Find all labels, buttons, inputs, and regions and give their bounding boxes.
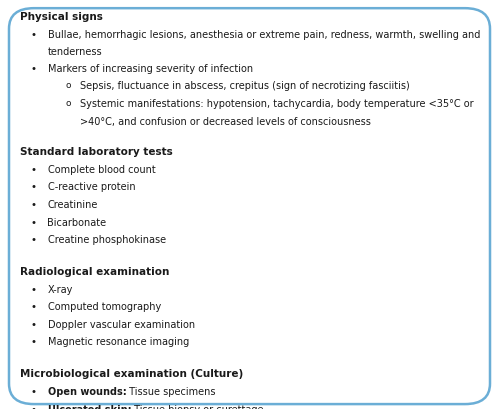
Text: Open wounds:: Open wounds: [48, 387, 126, 397]
Text: Systemic manifestations: hypotension, tachycardia, body temperature <35°C or: Systemic manifestations: hypotension, ta… [80, 99, 473, 109]
Text: •: • [31, 302, 37, 312]
Text: Radiological examination: Radiological examination [20, 267, 170, 277]
Text: Bullae, hemorrhagic lesions, anesthesia or extreme pain, redness, warmth, swelli: Bullae, hemorrhagic lesions, anesthesia … [48, 30, 480, 40]
Text: •: • [31, 30, 37, 40]
Text: Magnetic resonance imaging: Magnetic resonance imaging [48, 337, 189, 347]
Text: >40°C, and confusion or decreased levels of consciousness: >40°C, and confusion or decreased levels… [80, 117, 371, 126]
Text: •: • [31, 320, 37, 330]
Text: •: • [31, 218, 37, 227]
Text: Creatinine: Creatinine [48, 200, 98, 210]
Text: Sepsis, fluctuance in abscess, crepitus (sign of necrotizing fasciitis): Sepsis, fluctuance in abscess, crepitus … [80, 81, 410, 91]
Text: Markers of increasing severity of infection: Markers of increasing severity of infect… [48, 64, 253, 74]
Text: Tissue biopsy or curettage: Tissue biopsy or curettage [131, 405, 264, 409]
Text: o: o [65, 99, 70, 108]
Text: •: • [31, 285, 37, 294]
Text: Tissue specimens: Tissue specimens [126, 387, 216, 397]
Text: Doppler vascular examination: Doppler vascular examination [48, 320, 195, 330]
Text: •: • [31, 235, 37, 245]
Text: Bicarbonate: Bicarbonate [48, 218, 106, 227]
Text: Computed tomography: Computed tomography [48, 302, 161, 312]
Text: •: • [31, 405, 37, 409]
Text: Complete blood count: Complete blood count [48, 165, 155, 175]
Text: •: • [31, 200, 37, 210]
Text: •: • [31, 165, 37, 175]
Text: •: • [31, 64, 37, 74]
Text: o: o [65, 81, 70, 90]
Text: •: • [31, 387, 37, 397]
Text: Ulcerated skin:: Ulcerated skin: [48, 405, 131, 409]
Text: C-reactive protein: C-reactive protein [48, 182, 135, 192]
Text: Microbiological examination (Culture): Microbiological examination (Culture) [20, 369, 243, 379]
Text: tenderness: tenderness [48, 47, 102, 57]
Text: Creatine phosphokinase: Creatine phosphokinase [48, 235, 166, 245]
Text: •: • [31, 182, 37, 192]
Text: Physical signs: Physical signs [20, 12, 103, 22]
Text: Standard laboratory tests: Standard laboratory tests [20, 147, 173, 157]
FancyBboxPatch shape [9, 8, 490, 404]
Text: X-ray: X-ray [48, 285, 73, 294]
Text: •: • [31, 337, 37, 347]
